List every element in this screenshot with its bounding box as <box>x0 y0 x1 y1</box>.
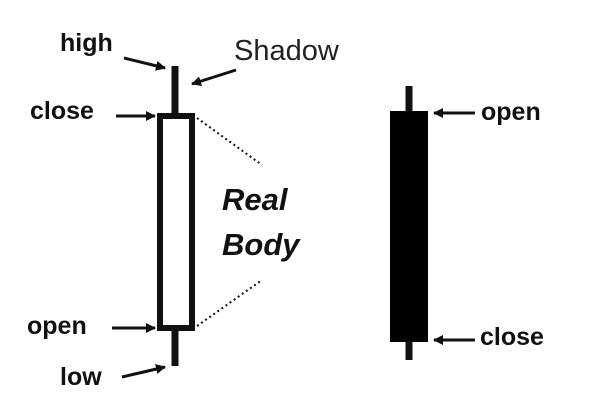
real-body-upper-guide <box>196 117 263 166</box>
shadow-label: Shadow <box>234 35 339 67</box>
shadow-arrow <box>191 68 237 87</box>
body-label: Body <box>222 227 300 262</box>
real-label: Real <box>222 182 288 217</box>
bullish-open-label: open <box>27 312 87 340</box>
real-body-lower-guide <box>196 279 263 327</box>
bearish-real-body <box>390 111 428 342</box>
bullish-candle <box>157 66 195 366</box>
bearish-candle <box>390 86 428 360</box>
bullish-close-label: close <box>30 97 94 125</box>
high-label: high <box>60 29 113 57</box>
bullish-real-body <box>157 113 195 331</box>
high-arrow <box>123 56 166 71</box>
low-arrow <box>121 364 166 379</box>
low-label: low <box>60 363 102 391</box>
bearish-open-label: open <box>481 98 541 126</box>
bearish-close-label: close <box>480 323 544 351</box>
